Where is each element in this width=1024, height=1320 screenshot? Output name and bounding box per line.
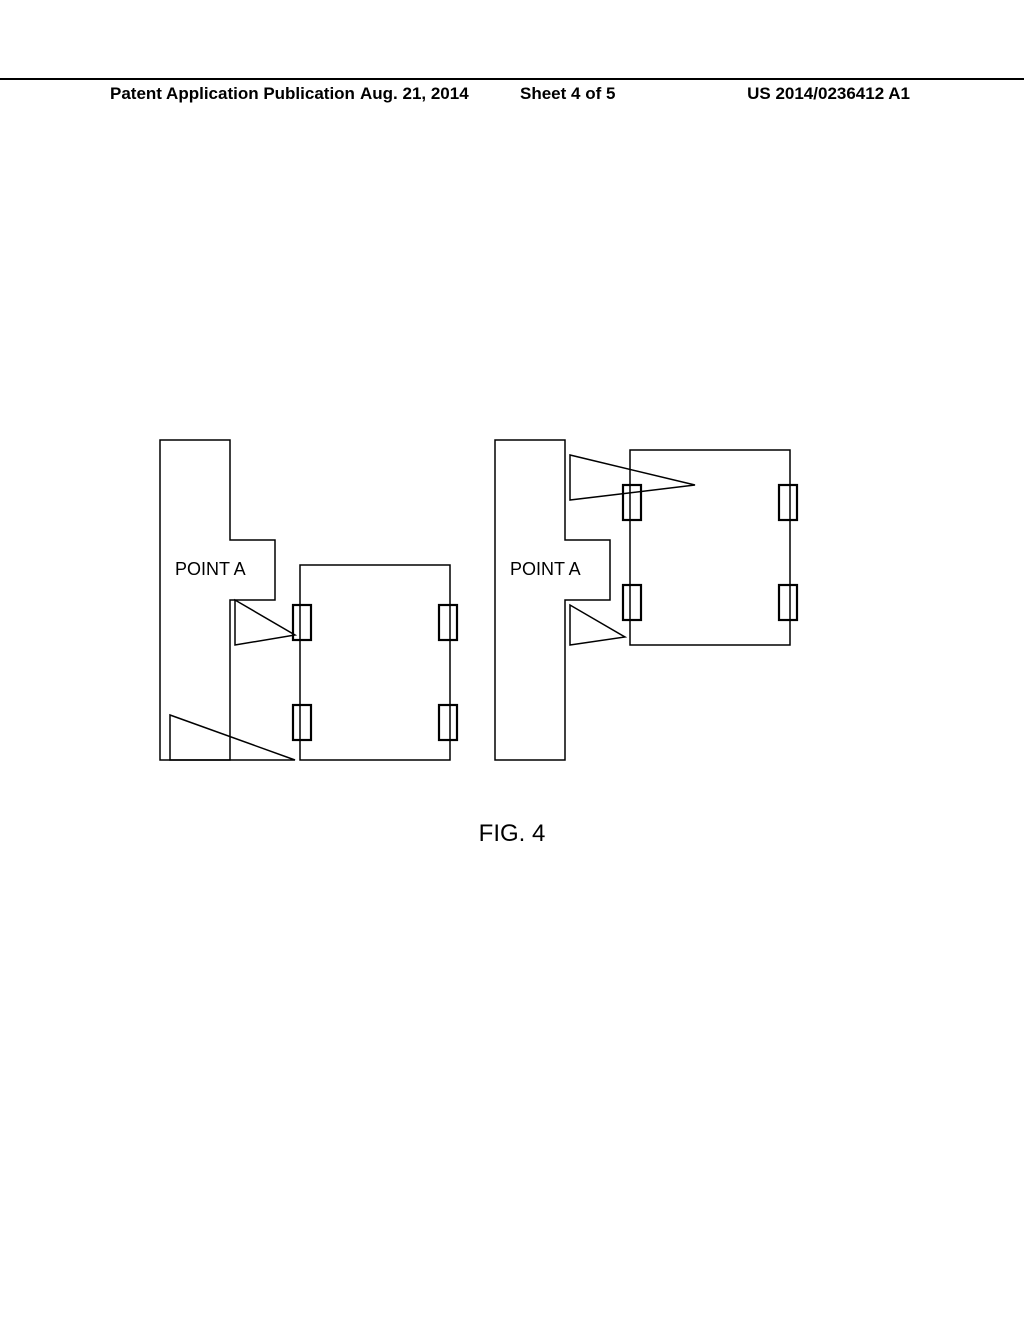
vehicle-right-wheel-0: [623, 485, 641, 520]
sensor-right-upper: [570, 455, 695, 500]
document-number: US 2014/0236412 A1: [660, 84, 910, 104]
point-a-left: POINT A: [175, 559, 246, 579]
figure-diagram: POINT A POINT A: [150, 430, 850, 790]
sensor-right-lower: [570, 605, 625, 645]
sensor-left-upper: [235, 600, 295, 645]
vehicle-left-wheel-3: [439, 705, 457, 740]
sensor-left-lower: [170, 715, 295, 760]
page-header: Patent Application Publication Aug. 21, …: [0, 78, 1024, 104]
vehicle-right-wheel-3: [779, 585, 797, 620]
page: Patent Application Publication Aug. 21, …: [0, 0, 1024, 1320]
vehicle-left-wheel-2: [293, 705, 311, 740]
point-a-right: POINT A: [510, 559, 581, 579]
vehicle-right-wheel-2: [623, 585, 641, 620]
curb-left: [160, 440, 275, 760]
publication-date: Aug. 21, 2014: [360, 84, 520, 104]
vehicle-right-wheel-1: [779, 485, 797, 520]
vehicle-right-body: [630, 450, 790, 645]
curb-right: [495, 440, 610, 760]
vehicle-left-body: [300, 565, 450, 760]
figure-label: FIG. 4: [0, 820, 1024, 848]
vehicle-left-wheel-1: [439, 605, 457, 640]
publication-label: Patent Application Publication: [110, 84, 360, 104]
sheet-number: Sheet 4 of 5: [520, 84, 660, 104]
